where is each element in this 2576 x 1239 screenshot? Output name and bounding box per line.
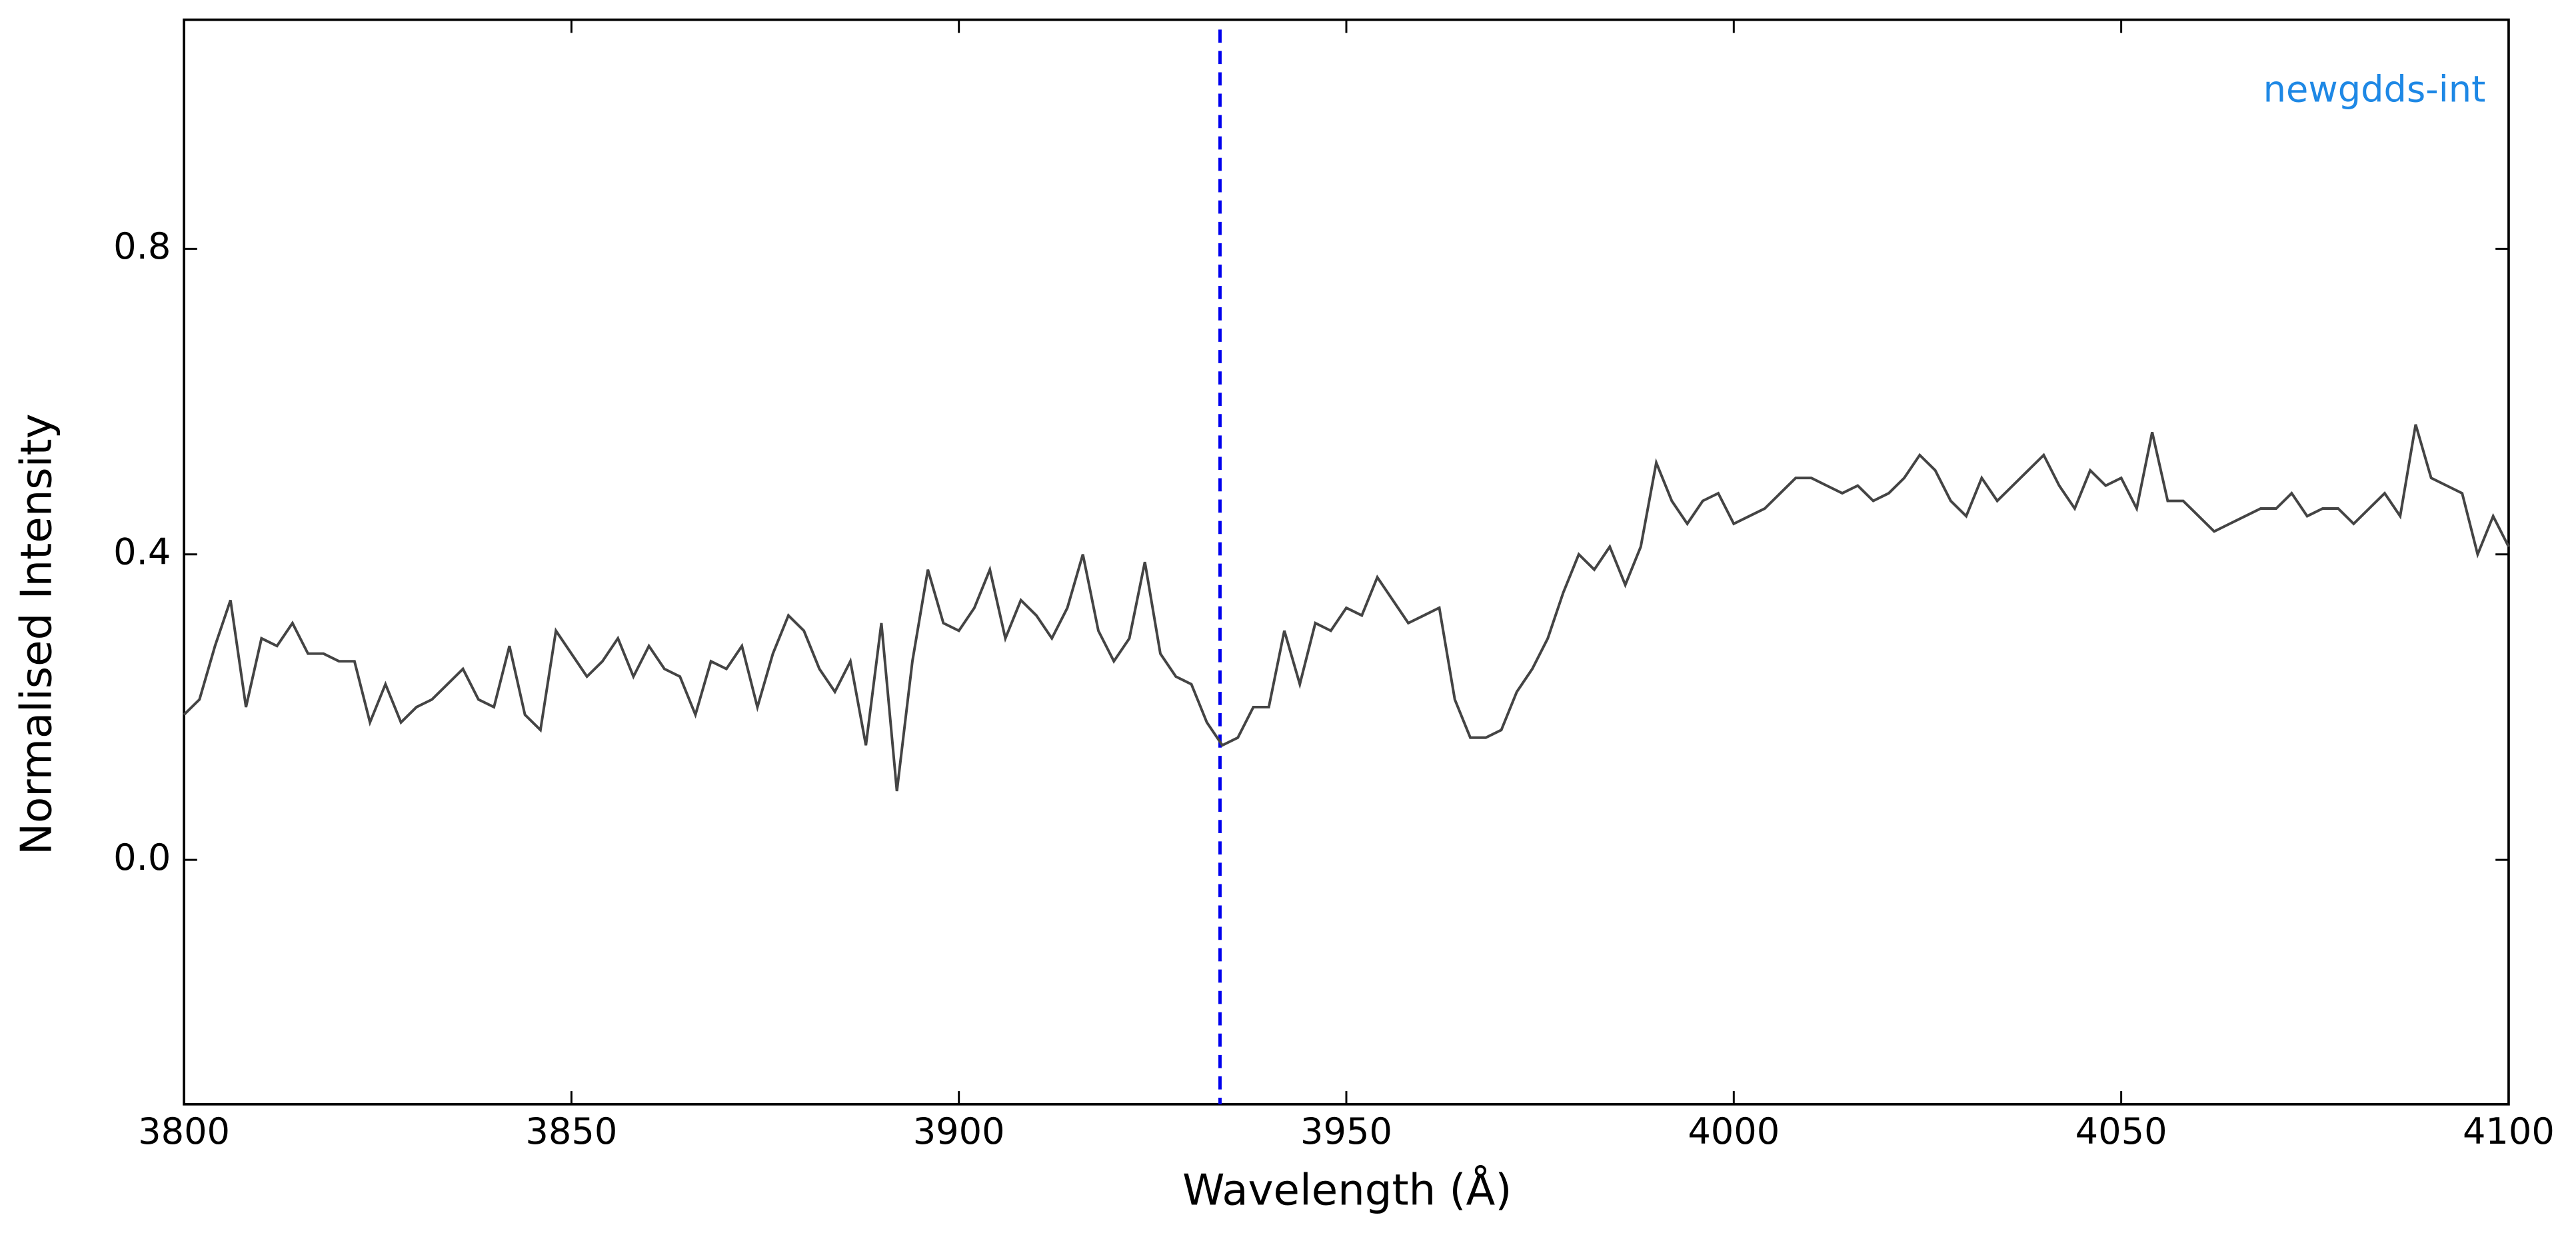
x-tick-label: 3950 [1300, 1110, 1392, 1152]
x-axis-label: Wavelength (Å) [1182, 1165, 1512, 1216]
y-tick-label: 0.4 [113, 531, 171, 573]
x-tick-label: 3800 [138, 1110, 230, 1152]
x-tick-label: 4050 [2075, 1110, 2167, 1152]
x-tick-label: 3850 [525, 1110, 617, 1152]
x-tick-label: 3900 [913, 1110, 1005, 1152]
x-tick-label: 4100 [2463, 1110, 2555, 1152]
plot-frame [183, 18, 2510, 1106]
annotation: newgdds-int [2263, 69, 2486, 111]
y-tick-label: 0.0 [113, 836, 171, 878]
x-tick-label: 4000 [1688, 1110, 1780, 1152]
spectrum-line [183, 424, 2510, 792]
y-axis-label: Normalised Intensity [13, 413, 62, 854]
y-tick-label: 0.8 [113, 225, 171, 267]
